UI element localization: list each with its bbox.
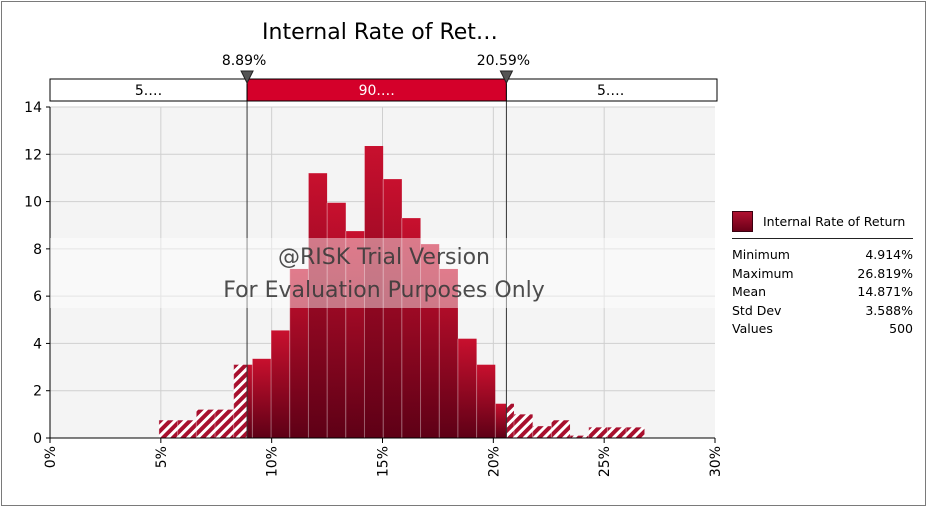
histogram-bar [495,403,507,438]
y-tick-label: 10 [24,195,42,211]
stat-label: Minimum [732,247,790,262]
stat-value: 14.871% [857,284,913,299]
stat-row: Values 500 [732,320,913,339]
histogram-bar [588,427,608,438]
histogram-bar [196,409,215,438]
x-tick-label: 15% [376,446,392,477]
histogram-bar [570,435,589,438]
y-tick-label: 8 [33,242,42,258]
watermark-line1: @RISK Trial Version [278,245,490,270]
statistics-table: Minimum 4.914% Maximum 26.819% Mean 14.871% St… [732,246,913,339]
stat-value: 4.914% [865,247,913,262]
y-tick-label: 2 [33,384,42,400]
legend-label: Internal Rate of Return [763,213,906,229]
histogram-bar [457,338,477,438]
legend: Internal Rate of Return [732,208,922,234]
stat-label: Maximum [732,265,794,281]
histogram-bar [364,146,384,438]
stat-row: Minimum 4.914% [732,246,913,265]
histogram-bar [308,173,328,438]
band-right-segment [505,78,718,102]
legend-divider [732,238,913,239]
histogram-bar [420,244,440,438]
stat-value: 3.588% [865,302,913,318]
watermark: @RISK Trial Version For Evaluation Purpo… [50,238,715,308]
histogram-bar [252,358,272,438]
histogram-bar [607,427,627,438]
stat-label: Values [732,321,773,336]
histogram-bar [233,364,248,438]
watermark-line2: For Evaluation Purposes Only [223,278,545,303]
x-tick-label: 10% [265,446,281,477]
band-left-label: 5.… [135,83,162,99]
stat-label: Mean [732,284,767,299]
x-tick-label: 0% [43,446,59,468]
histogram-bar [551,420,571,438]
y-tick-label: 4 [33,336,42,352]
histogram-bar [214,409,234,438]
histogram-bar [289,268,309,438]
histogram-bar [271,330,290,438]
band-right-label: 5.… [597,83,624,99]
histogram-bar [247,364,253,438]
axes: 0 2 4 6 8 10 12 14 0% 5% 10% 15% 20% 25% 30% [24,100,724,477]
histogram-bar [158,420,178,438]
y-tick-label: 6 [33,289,42,305]
histogram-bar [626,427,645,438]
y-tick-label: 12 [24,147,42,163]
histogram-bar [476,364,496,438]
stat-label: Std Dev [732,302,782,318]
x-tick-label: 30% [708,446,724,477]
x-tick-label: 5% [154,446,170,468]
band-mid-label: 90.… [359,83,395,99]
probability-band: 5.… 90.… 5.… 8.89% 20.59% [49,53,718,102]
lower-delimiter-marker [240,70,254,85]
histogram-bar [177,420,197,438]
histogram-bar [506,403,514,438]
upper-delimiter-marker [499,70,514,85]
histogram-bar [327,202,346,438]
histogram-bar [401,218,421,438]
histogram-bars [158,146,645,438]
stat-row: Maximum 26.819% [732,265,913,284]
histogram-bar [383,179,402,438]
x-tick-label: 25% [597,446,613,477]
stat-value: 26.819% [857,265,913,281]
chart-title: Internal Rate of Ret… [262,20,498,45]
lower-delimiter-label: 8.89% [222,53,266,69]
stat-row: Mean 14.871% [732,283,913,302]
x-tick-label: 20% [486,446,502,477]
stat-value: 500 [889,321,913,336]
histogram-bar [439,268,458,438]
histogram-bar [345,231,365,438]
y-tick-label: 0 [33,431,42,447]
legend-swatch [732,210,753,232]
histogram-bar [513,414,533,438]
delimiters [246,80,507,438]
histogram-bar [532,426,552,438]
upper-delimiter-label: 20.59% [477,53,530,69]
y-tick-label: 14 [24,100,42,116]
stat-row: Std Dev 3.588% [732,302,913,321]
watermark-band [50,238,715,308]
